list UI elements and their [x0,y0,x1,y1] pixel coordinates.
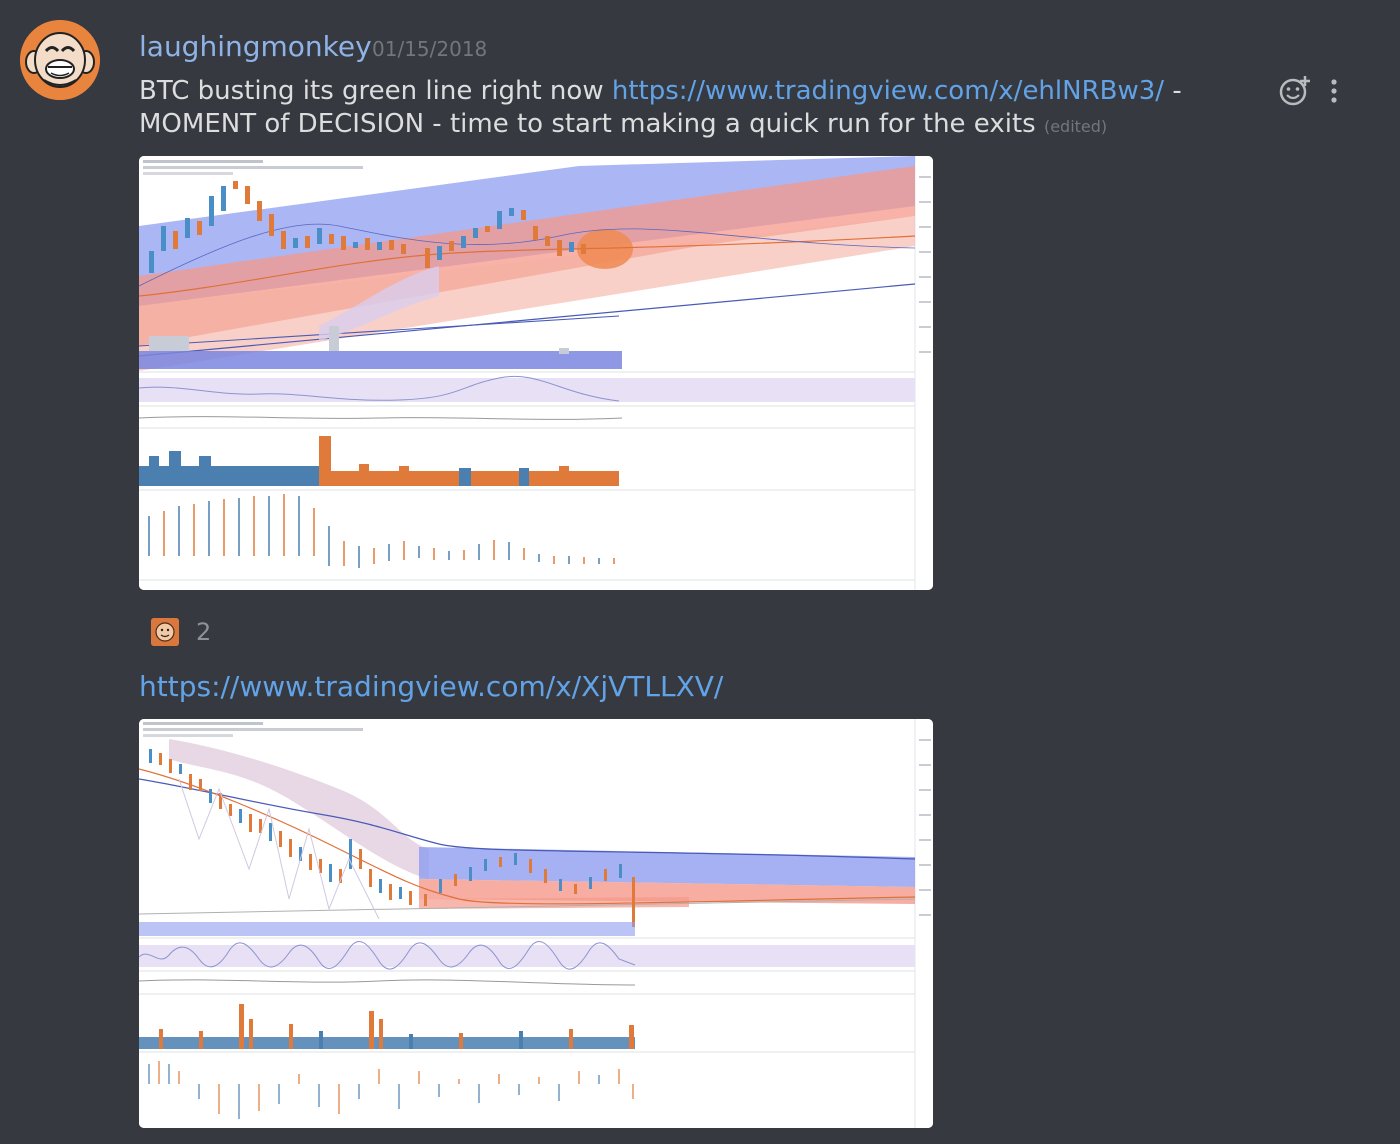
message-text-continued: - MOMENT of DECISION - time to start mak… [139,76,1182,139]
message-timestamp: 01/15/2018 [372,37,488,61]
reaction-count: 2 [196,618,212,646]
author-name[interactable]: laughingmonkey [139,30,372,63]
chart-link-1[interactable]: https://www.tradingview.com/x/ehlNRBw3/ [611,76,1165,106]
reaction-button[interactable]: 2 [139,611,219,653]
chart-image-1[interactable] [139,156,933,590]
chart-image-2[interactable] [139,719,933,1128]
edited-label: (edited) [1043,117,1108,136]
add-reaction-button[interactable] [1278,74,1312,108]
reaction-emoji-icon [151,618,179,646]
more-options-icon [1331,79,1337,103]
avatar-monkey-icon [20,20,100,100]
message-text: BTC busting its green line right now [139,76,612,106]
add-reaction-icon [1279,76,1310,106]
chart-screenshot-1 [139,156,933,590]
message-hover-actions [1278,74,1348,108]
message-content: BTC busting its green line right now htt… [139,75,1219,143]
chart-screenshot-2 [139,719,933,1128]
avatar[interactable] [20,20,100,100]
chart-link-2[interactable]: https://www.tradingview.com/x/XjVTLLXV/ [139,670,724,703]
more-options-button[interactable] [1324,76,1344,106]
